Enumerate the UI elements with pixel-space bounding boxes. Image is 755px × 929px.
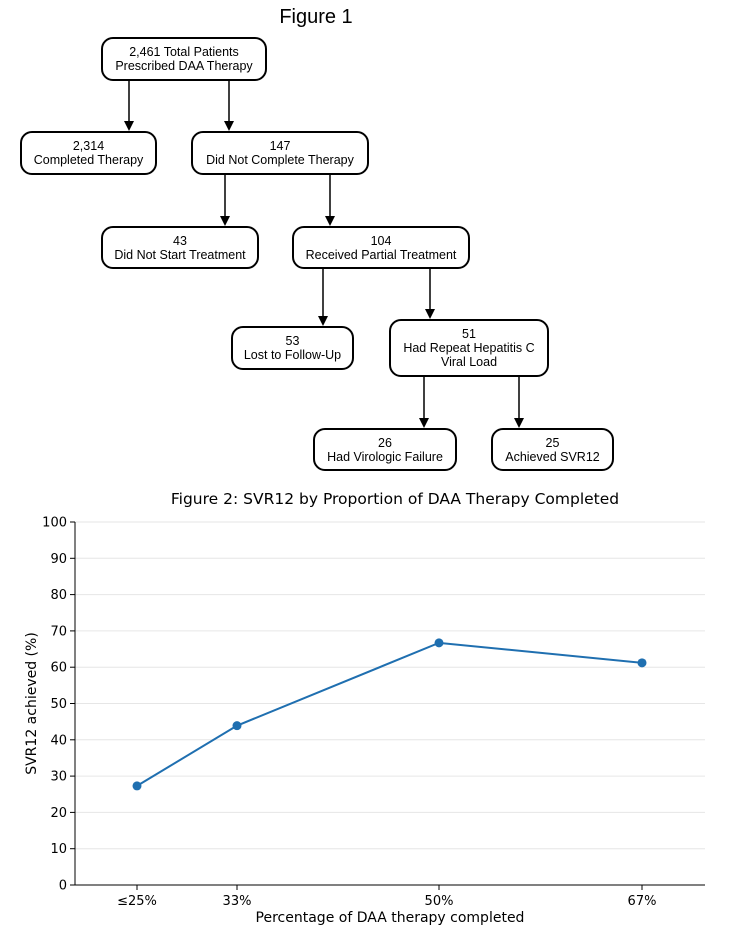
flow-node-not-started: 43 Did Not Start Treatment [101,226,259,269]
arrowhead-icon [514,418,524,428]
flow-node-text: 51 [462,327,476,341]
y-tick-label: 40 [50,733,67,748]
y-tick-label: 0 [59,879,67,894]
arrowhead-icon [124,121,134,131]
data-point [232,721,242,731]
figure1-title: Figure 1 [279,6,353,28]
y-tick-label: 20 [50,806,67,821]
y-tick-label: 50 [50,697,67,712]
flow-node-partial: 104 Received Partial Treatment [292,226,470,269]
y-tick-label: 70 [50,624,67,639]
arrowhead-icon [425,309,435,319]
flow-node-completed: 2,314 Completed Therapy [20,131,157,175]
x-tick-label: ≤25% [117,894,157,909]
flow-node-text: Viral Load [440,355,498,369]
flow-node-text: Had Repeat Hepatitis C [403,341,535,355]
flowchart-connectors [124,81,524,428]
flow-node-text: Completed Therapy [33,153,144,167]
y-tick-label: 30 [50,770,67,785]
flow-node-text: 147 [269,139,291,153]
flow-node-not-completed: 147 Did Not Complete Therapy [191,131,369,175]
x-tick-label: 50% [425,894,454,909]
arrowhead-icon [220,216,230,226]
arrowhead-icon [325,216,335,226]
y-tick-label: 80 [50,588,67,603]
arrowhead-icon [318,316,328,326]
x-tick-label: 67% [628,894,657,909]
flow-node-total: 2,461 Total Patients Prescribed DAA Thera… [101,37,267,81]
flow-node-text: 53 [285,334,300,348]
x-tick-label: 33% [223,894,252,909]
data-point [637,658,647,668]
y-tick-label: 60 [50,661,67,676]
flow-node-text: Did Not Start Treatment [114,247,246,262]
flow-node-text: 2,461 Total Patients [129,45,239,59]
flow-node-lost: 53 Lost to Follow-Up [231,326,354,370]
data-point [434,638,444,648]
data-point [132,781,142,791]
flow-node-text: Received Partial Treatment [305,247,457,262]
series-line [136,641,643,787]
y-tick-label: 90 [50,552,67,567]
flow-node-text: 25 [545,435,560,450]
flow-node-text: 2,314 [72,139,105,153]
arrowhead-icon [224,121,234,131]
flow-node-text: Achieved SVR12 [505,449,600,464]
flow-node-text: Prescribed DAA Therapy [115,59,253,73]
y-tick-label: 10 [50,842,67,857]
arrowhead-icon [419,418,429,428]
chart-title: Figure 2: SVR12 by Proportion of DAA The… [170,490,620,508]
flow-node-failure: 26 Had Virologic Failure [313,428,457,471]
flow-node-text: 43 [173,233,187,248]
flow-node-repeat: 51 Had Repeat Hepatitis C Viral Load [389,319,549,377]
y-tick-label: 100 [42,516,67,531]
flow-node-text: 26 [378,435,392,450]
y-axis-label: SVR12 achieved (%) [24,632,40,775]
flow-node-text: Lost to Follow-Up [243,348,342,362]
flow-node-text: Had Virologic Failure [327,449,443,464]
flow-node-text: 104 [370,233,392,248]
flow-node-svr: 25 Achieved SVR12 [491,428,614,471]
flow-node-text: Did Not Complete Therapy [206,153,354,167]
x-axis-label: Percentage of DAA therapy completed [256,910,525,926]
